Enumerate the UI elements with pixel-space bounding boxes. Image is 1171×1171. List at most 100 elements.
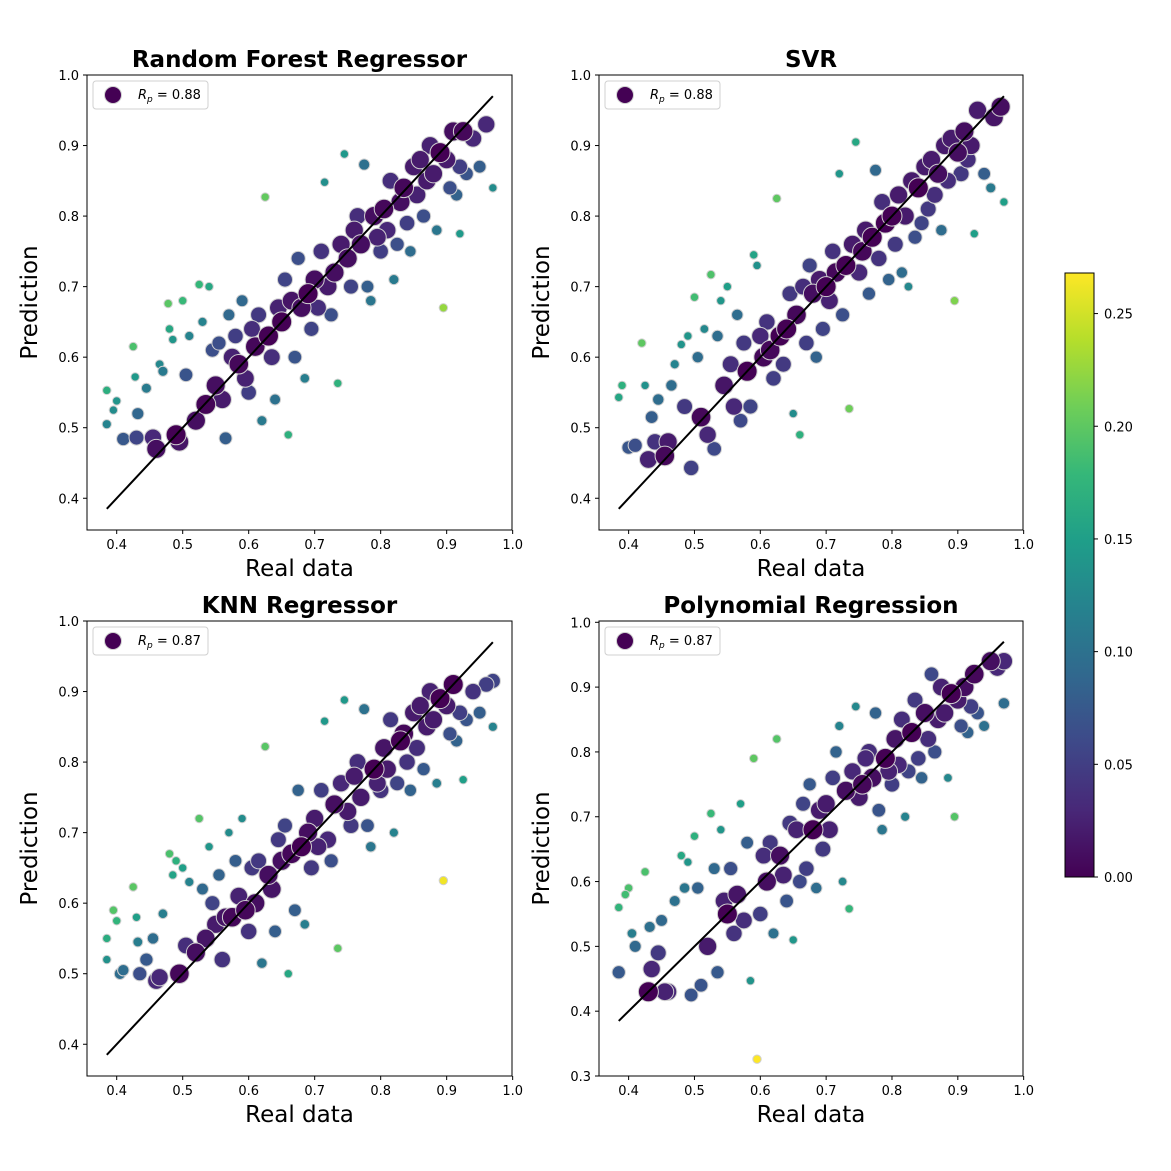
data-point xyxy=(683,857,693,867)
data-point xyxy=(262,348,281,367)
data-point xyxy=(868,706,883,720)
data-point xyxy=(416,762,431,777)
data-point xyxy=(287,349,303,365)
data-point xyxy=(886,235,904,253)
data-point xyxy=(102,954,112,965)
legend-box xyxy=(604,80,721,110)
data-point xyxy=(131,912,142,922)
data-point xyxy=(617,380,627,391)
data-point xyxy=(276,271,294,288)
x-tick-label: 0.9 xyxy=(436,1084,457,1099)
x-tick-label: 0.5 xyxy=(172,1084,193,1099)
y-tick-label: 0.3 xyxy=(570,1070,591,1085)
data-point xyxy=(735,334,753,352)
data-point xyxy=(844,904,854,914)
data-point xyxy=(773,865,793,885)
data-point xyxy=(626,928,638,939)
data-point xyxy=(408,739,426,757)
data-point xyxy=(809,350,823,364)
data-point xyxy=(117,963,130,977)
data-point xyxy=(339,695,350,705)
y-axis-label: Prediction xyxy=(17,791,43,905)
x-tick-label: 0.4 xyxy=(618,1084,639,1099)
data-point xyxy=(751,326,770,346)
data-point xyxy=(239,922,258,941)
legend-label: Rp = 0.88 xyxy=(650,88,713,105)
data-point xyxy=(614,902,624,913)
data-point xyxy=(398,214,416,232)
data-point xyxy=(798,860,815,877)
legend-marker xyxy=(104,632,122,650)
data-point xyxy=(706,808,716,819)
data-points xyxy=(614,96,1011,477)
y-tick-label: 0.4 xyxy=(570,1005,591,1020)
data-point xyxy=(228,853,243,868)
data-point xyxy=(139,952,154,967)
data-point xyxy=(876,823,888,836)
data-point xyxy=(754,846,773,865)
data-point xyxy=(745,976,756,986)
data-point xyxy=(438,875,449,886)
x-tick-label: 0.9 xyxy=(436,538,457,553)
data-point xyxy=(140,382,152,394)
data-point xyxy=(722,281,733,292)
data-point xyxy=(218,431,233,446)
data-point xyxy=(438,303,449,313)
data-point xyxy=(382,711,400,729)
data-point xyxy=(772,734,782,744)
data-point xyxy=(373,198,395,220)
legend-label: Rp = 0.87 xyxy=(138,634,201,651)
data-point xyxy=(102,385,112,396)
data-point xyxy=(824,769,841,787)
legend-marker xyxy=(104,86,122,104)
data-point xyxy=(299,919,311,930)
y-tick-label: 1.0 xyxy=(58,69,79,84)
data-point xyxy=(111,916,122,926)
data-point xyxy=(873,193,892,211)
legend: Rp = 0.87 xyxy=(92,626,209,656)
data-point xyxy=(643,920,656,934)
colorbar-gradient xyxy=(1064,272,1095,878)
data-point xyxy=(487,721,498,732)
colorbar-tick-label: 0.15 xyxy=(1104,533,1133,548)
data-point xyxy=(243,320,261,338)
data-point xyxy=(291,783,305,797)
chart-panel-3: KNN Regressor 0.4 0.5 0.6 0.7 0.8 0.9 1.0 0.4 0.5… xyxy=(17,593,523,1128)
x-tick-label: 0.6 xyxy=(238,538,259,553)
data-point xyxy=(178,367,194,383)
data-point xyxy=(360,818,375,833)
y-axis-label: Prediction xyxy=(529,245,555,359)
legend: Rp = 0.88 xyxy=(604,80,721,110)
data-point xyxy=(654,445,676,467)
data-point xyxy=(668,895,681,907)
data-point xyxy=(923,666,940,682)
chart-title: Polynomial Regression xyxy=(663,593,958,619)
data-point xyxy=(403,783,418,797)
y-tick-label: 0.4 xyxy=(570,492,591,507)
x-tick-label: 0.8 xyxy=(370,1084,391,1099)
data-point xyxy=(431,777,443,789)
data-point xyxy=(637,338,647,348)
data-point xyxy=(724,397,744,416)
data-point xyxy=(389,236,405,252)
data-point xyxy=(655,913,668,927)
y-tick-label: 0.8 xyxy=(570,746,591,761)
y-tick-label: 0.8 xyxy=(58,756,79,771)
data-point xyxy=(749,753,759,764)
data-point xyxy=(801,257,818,274)
data-point xyxy=(795,430,805,440)
data-point xyxy=(824,242,842,261)
data-point xyxy=(472,705,487,720)
data-point xyxy=(458,775,468,785)
data-point xyxy=(895,266,909,279)
data-point xyxy=(430,224,443,236)
y-tick-label: 1.0 xyxy=(570,69,591,84)
data-point xyxy=(224,827,234,838)
data-point xyxy=(919,730,938,748)
x-tick-label: 0.7 xyxy=(304,1084,325,1099)
data-point xyxy=(358,158,371,171)
y-tick-label: 0.6 xyxy=(58,897,79,912)
data-point xyxy=(227,327,244,345)
data-point xyxy=(834,720,845,732)
data-point xyxy=(779,893,794,909)
